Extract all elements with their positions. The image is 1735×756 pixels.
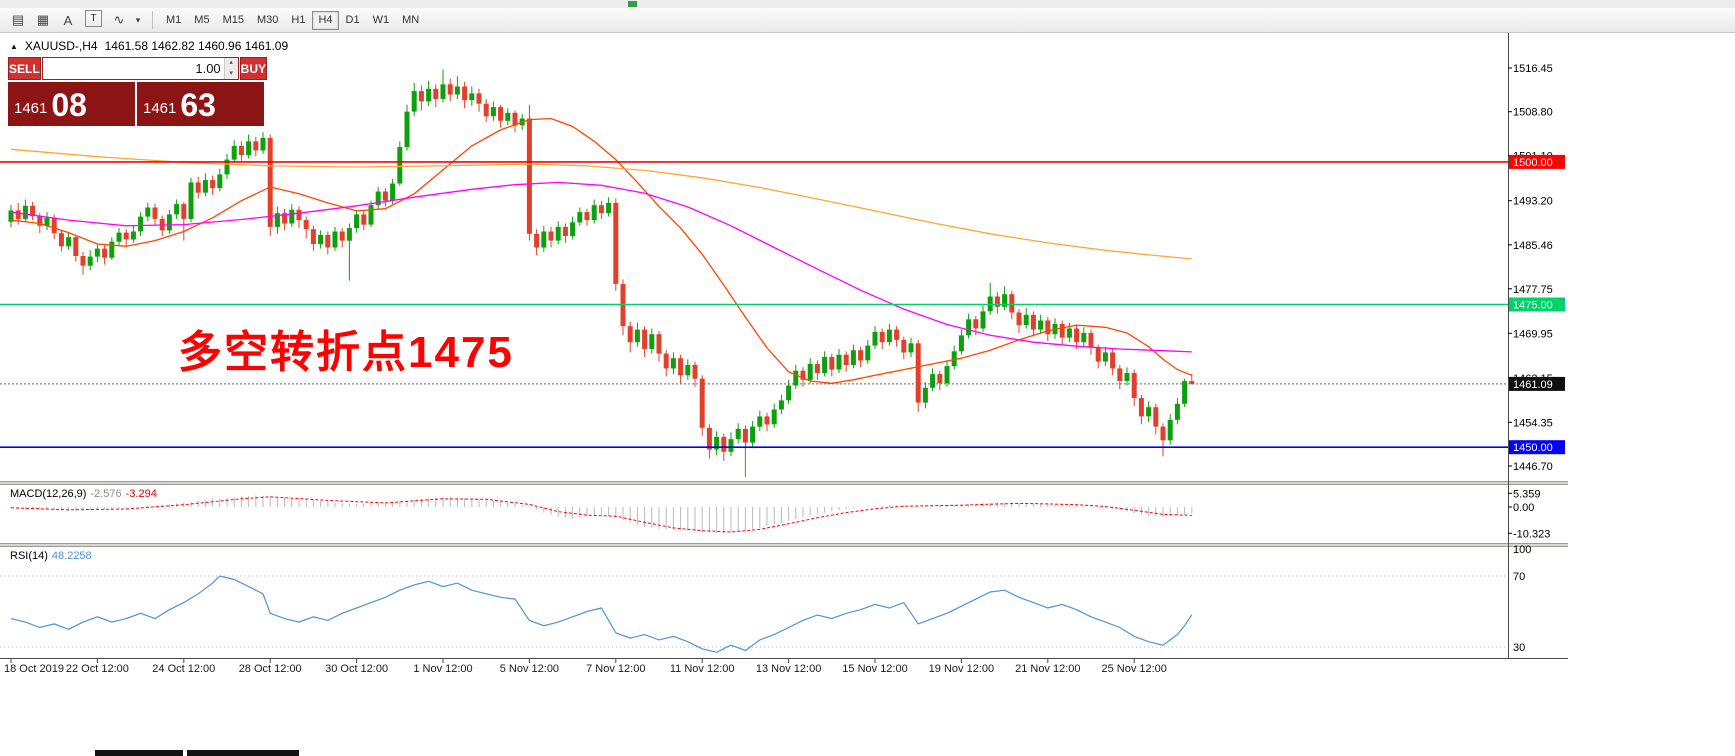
lot-decrease-button[interactable]: ▾ (224, 68, 238, 79)
indicators-zigzag-icon[interactable]: ∿ (113, 12, 125, 27)
collapse-triangle-icon[interactable]: ▲ (10, 41, 18, 51)
tf-button-MN[interactable]: MN (402, 14, 420, 26)
ohlc-values: 1461.58 1462.82 1460.96 1461.09 (104, 39, 289, 53)
menu-icon-sliver (628, 1, 637, 7)
sell-price-pips: 08 (51, 87, 87, 123)
chart-type-icon[interactable]: ▤ (11, 12, 25, 27)
svg-text:1500.00: 1500.00 (1513, 157, 1553, 169)
price-axis[interactable]: 1516.451508.801501.101493.201485.461477.… (1508, 63, 1565, 473)
buy-price-pips: 63 (180, 87, 216, 123)
tf-button-M1[interactable]: M1 (166, 14, 182, 26)
svg-text:24 Oct 12:00: 24 Oct 12:00 (152, 663, 215, 675)
rsi-indicator-label: RSI(14) 48.2258 (10, 550, 92, 562)
svg-text:-10.323: -10.323 (1513, 528, 1550, 540)
rsi-value: 48.2258 (51, 550, 92, 562)
rsi-line (10, 575, 1193, 653)
svg-text:1477.75: 1477.75 (1513, 284, 1553, 296)
svg-text:22 Oct 12:00: 22 Oct 12:00 (66, 663, 129, 675)
indicators-dropdown-caret-icon[interactable]: ▾ (135, 14, 141, 25)
one-click-trading-panel: SELL ▴ ▾ BUY 1461 08 1461 63 (8, 57, 268, 126)
tf-button-M5[interactable]: M5 (194, 14, 210, 26)
tf-button-M30[interactable]: M30 (256, 14, 279, 26)
svg-text:1516.45: 1516.45 (1513, 63, 1553, 75)
tf-button-H4[interactable]: H4 (312, 10, 339, 30)
timeframe-buttons-group: M1 M5 M15 M30 H1 H4 D1 W1 MN (160, 10, 426, 30)
macd-panel: 5.359 0.00 -10.323 (10, 488, 1550, 540)
svg-text:1493.20: 1493.20 (1513, 196, 1553, 208)
buy-price-display[interactable]: 1461 63 (137, 82, 264, 126)
chart-symbol-header: ▲ XAUUSD-,H4 1461.58 1462.82 1460.96 146… (10, 39, 288, 53)
toolbar-separator (152, 11, 153, 29)
svg-text:7 Nov 12:00: 7 Nov 12:00 (586, 663, 645, 675)
sell-price-main: 1461 (14, 100, 48, 117)
svg-text:1 Nov 12:00: 1 Nov 12:00 (413, 663, 472, 675)
tf-button-M15[interactable]: M15 (222, 14, 244, 26)
lot-spinner: ▴ ▾ (223, 58, 238, 79)
toolbar: ▤ ▦ A T ∿ ▾ M1 M5 M15 M30 H1 H4 D1 W1 MN (0, 8, 1735, 33)
tf-button-H1[interactable]: H1 (291, 14, 306, 26)
macd-indicator-label: MACD(12,26,9) -2.576 -3.294 (10, 488, 157, 500)
rsi-name: RSI(14) (10, 550, 48, 562)
bottom-window-sliver (187, 750, 299, 756)
grid-icon[interactable]: ▦ (36, 12, 50, 27)
bottom-window-sliver (95, 750, 183, 756)
svg-text:21 Nov 12:00: 21 Nov 12:00 (1015, 663, 1080, 675)
svg-text:30: 30 (1513, 642, 1525, 654)
chart-annotation-text: 多空转折点1475 (178, 328, 514, 377)
toolbar-tools-group: ▤ ▦ A T ∿ ▾ (6, 10, 145, 30)
svg-text:5.359: 5.359 (1513, 488, 1541, 500)
rsi-panel: 100 70 30 (0, 544, 1531, 654)
svg-text:5 Nov 12:00: 5 Nov 12:00 (500, 663, 559, 675)
chart-canvas[interactable]: 1516.451508.801501.101493.201485.461477.… (0, 0, 1568, 683)
time-axis[interactable]: 18 Oct 2019 22 Oct 12:00 24 Oct 12:00 28 Oc… (4, 658, 1167, 675)
svg-text:11 Nov 12:00: 11 Nov 12:00 (670, 663, 735, 675)
svg-text:1475.00: 1475.00 (1513, 300, 1553, 312)
text-box-icon[interactable]: T (85, 10, 102, 27)
ma-line-slow-orange (10, 148, 1192, 260)
svg-text:100: 100 (1513, 544, 1531, 556)
svg-text:1485.46: 1485.46 (1513, 240, 1553, 252)
cursor-text-icon[interactable]: A (63, 12, 73, 28)
buy-price-main: 1461 (143, 100, 177, 117)
svg-text:28 Oct 12:00: 28 Oct 12:00 (239, 663, 302, 675)
macd-signal-value: -3.294 (125, 488, 157, 500)
lot-increase-button[interactable]: ▴ (224, 58, 238, 69)
svg-text:1461.09: 1461.09 (1513, 379, 1553, 391)
svg-text:0.00: 0.00 (1513, 502, 1534, 514)
svg-text:13 Nov 12:00: 13 Nov 12:00 (756, 663, 821, 675)
macd-name: MACD(12,26,9) (10, 488, 87, 500)
svg-text:1454.35: 1454.35 (1513, 417, 1553, 429)
sell-price-display[interactable]: 1461 08 (8, 82, 135, 126)
symbol-period-label: XAUUSD-,H4 (24, 39, 98, 53)
svg-text:1469.95: 1469.95 (1513, 328, 1553, 340)
svg-text:25 Nov 12:00: 25 Nov 12:00 (1101, 663, 1166, 675)
lot-size-box: ▴ ▾ (41, 57, 239, 80)
svg-text:1446.70: 1446.70 (1513, 461, 1553, 473)
svg-text:19 Nov 12:00: 19 Nov 12:00 (929, 663, 994, 675)
sell-button[interactable]: SELL (8, 57, 41, 80)
ma-line-magenta (10, 181, 1192, 353)
tf-button-D1[interactable]: D1 (345, 14, 360, 26)
buy-button[interactable]: BUY (239, 57, 268, 80)
svg-text:15 Nov 12:00: 15 Nov 12:00 (842, 663, 907, 675)
svg-text:18 Oct 2019: 18 Oct 2019 (4, 663, 64, 675)
macd-main-value: -2.576 (90, 488, 122, 500)
tf-button-W1[interactable]: W1 (372, 14, 390, 26)
candlesticks (8, 69, 1195, 477)
svg-text:1508.80: 1508.80 (1513, 107, 1553, 119)
svg-text:30 Oct 12:00: 30 Oct 12:00 (325, 663, 388, 675)
lot-size-input[interactable] (42, 58, 224, 79)
svg-text:1450.00: 1450.00 (1513, 442, 1553, 454)
svg-text:70: 70 (1513, 571, 1525, 583)
